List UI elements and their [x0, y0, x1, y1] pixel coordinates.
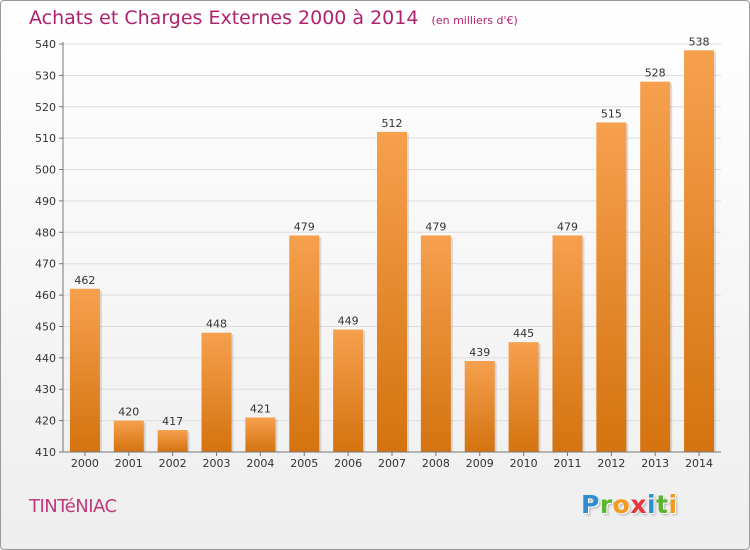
x-tick-label-2001: 2001	[115, 457, 143, 470]
logo-letter-0: P	[581, 490, 600, 519]
logo-letter-3: x	[630, 490, 647, 519]
y-tick-label-460: 460	[35, 289, 56, 302]
bar-2011	[552, 235, 583, 452]
x-tick-label-2013: 2013	[641, 457, 669, 470]
bar-2000	[69, 288, 100, 452]
value-label-2011: 479	[557, 220, 578, 233]
y-tick-label-420: 420	[35, 415, 56, 428]
bar-2014	[684, 50, 715, 453]
logo-letter-2: o	[612, 490, 631, 519]
bar-2009	[464, 360, 495, 452]
value-label-2000: 462	[74, 274, 95, 287]
label-layer: 462 420 417 448 421 479 449 512 479 439 445 479 515 5…	[74, 35, 709, 428]
logo-letter-1: r	[599, 490, 613, 519]
x-tick-label-2003: 2003	[203, 457, 231, 470]
value-label-2009: 439	[469, 346, 490, 359]
y-tick-label-430: 430	[35, 383, 56, 396]
y-tick-label-520: 520	[35, 101, 56, 114]
y-tick-label-480: 480	[35, 226, 56, 239]
bar-2010	[508, 342, 539, 452]
x-tick-label-2014: 2014	[685, 457, 713, 470]
bar-2006	[333, 329, 364, 452]
y-tick-label-500: 500	[35, 164, 56, 177]
x-tick-label-2010: 2010	[510, 457, 538, 470]
y-tick-label-450: 450	[35, 320, 56, 333]
value-label-2008: 479	[425, 220, 446, 233]
chart-title: Achats et Charges Externes 2000 à 2014	[29, 7, 419, 29]
value-label-2002: 417	[162, 415, 183, 428]
bar-2013	[640, 81, 671, 453]
value-label-2004: 421	[250, 402, 271, 415]
bar-layer	[69, 50, 717, 453]
x-tick-label-2007: 2007	[378, 457, 406, 470]
logo-letter-5: t	[656, 490, 669, 519]
y-tick-label-410: 410	[35, 446, 56, 459]
x-tick-label-2009: 2009	[466, 457, 494, 470]
bar-2003	[201, 332, 232, 452]
x-tick-label-2008: 2008	[422, 457, 450, 470]
bar-2012	[596, 122, 627, 452]
x-tick-label-2012: 2012	[597, 457, 625, 470]
bar-2004	[245, 417, 276, 452]
y-tick-label-540: 540	[35, 38, 56, 51]
value-label-2012: 515	[601, 107, 622, 120]
value-label-2005: 479	[294, 220, 315, 233]
value-label-2010: 445	[513, 327, 534, 340]
x-tick-label-2000: 2000	[71, 457, 99, 470]
proxiti-logo[interactable]: Proxiti	[581, 490, 678, 519]
value-label-2007: 512	[382, 117, 403, 130]
value-label-2013: 528	[645, 67, 666, 80]
y-tick-label-440: 440	[35, 352, 56, 365]
value-label-2003: 448	[206, 318, 227, 331]
x-tick-label-2004: 2004	[246, 457, 274, 470]
logo-letter-4: i	[647, 490, 657, 519]
title-row: Achats et Charges Externes 2000 à 2014 (…	[29, 7, 518, 29]
bar-2005	[289, 235, 320, 452]
bar-2002	[157, 430, 188, 452]
place-name: TINTéNIAC	[29, 496, 117, 517]
y-tick-label-530: 530	[35, 69, 56, 82]
bar-2007	[377, 131, 407, 452]
x-tick-label-2006: 2006	[334, 457, 362, 470]
x-tick-label-2011: 2011	[553, 457, 581, 470]
x-tick-label-2005: 2005	[290, 457, 318, 470]
value-label-2006: 449	[338, 315, 359, 328]
y-tick-label-490: 490	[35, 195, 56, 208]
value-label-2001: 420	[118, 406, 139, 419]
axis-layer: 410 420 430 440 450 460 470 480 490 500 510 520 530 5…	[35, 38, 721, 470]
value-label-2014: 538	[689, 35, 710, 48]
y-tick-label-470: 470	[35, 258, 56, 271]
logo-letter-6: i	[668, 490, 678, 519]
chart-unit: (en milliers d'€)	[431, 14, 518, 27]
x-tick-label-2002: 2002	[159, 457, 187, 470]
bar-2001	[113, 420, 144, 452]
bar-2008	[420, 235, 451, 452]
y-tick-label-510: 510	[35, 132, 56, 145]
